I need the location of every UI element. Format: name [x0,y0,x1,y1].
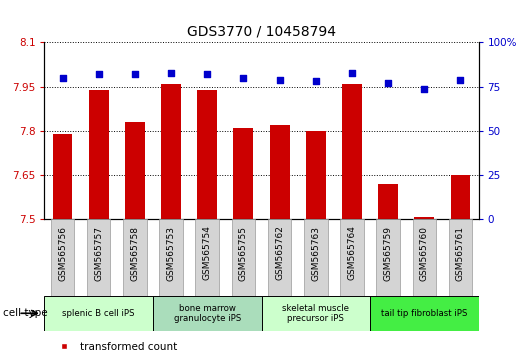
Text: GSM565759: GSM565759 [383,225,393,281]
Bar [304,219,327,296]
Text: GSM565755: GSM565755 [239,225,248,281]
Point [456,77,464,82]
Text: tail tip fibroblast iPS: tail tip fibroblast iPS [381,309,468,318]
Bar [89,90,109,219]
Bar [232,219,255,296]
Text: GSM565758: GSM565758 [130,225,140,281]
Point [167,70,175,75]
Text: GSM565754: GSM565754 [203,225,212,280]
Bar [161,84,181,219]
Point [95,72,103,77]
Legend: transformed count, percentile rank within the sample: transformed count, percentile rank withi… [50,338,260,354]
Bar [160,219,183,296]
Bar [44,296,153,331]
Bar [268,219,291,296]
Text: GSM565763: GSM565763 [311,225,320,281]
Text: GSM565764: GSM565764 [347,225,357,280]
Text: GSM565756: GSM565756 [58,225,67,281]
Bar [342,84,362,219]
Text: cell type: cell type [3,308,47,318]
Text: GSM565757: GSM565757 [94,225,103,281]
Point [59,75,67,81]
Bar [370,296,479,331]
Bar [450,175,470,219]
Text: GSM565761: GSM565761 [456,225,465,281]
Point [131,72,139,77]
Title: GDS3770 / 10458794: GDS3770 / 10458794 [187,24,336,39]
Bar [340,219,363,296]
Point [276,77,284,82]
Text: bone marrow
granulocyte iPS: bone marrow granulocyte iPS [174,304,241,323]
Bar [196,219,219,296]
Point [420,86,428,91]
Bar [51,219,74,296]
Bar [449,219,472,296]
Point [312,79,320,84]
Point [348,70,356,75]
Text: skeletal muscle
precursor iPS: skeletal muscle precursor iPS [282,304,349,323]
Text: GSM565762: GSM565762 [275,225,284,280]
Bar [262,296,370,331]
Bar [233,128,253,219]
Bar [414,217,434,219]
Bar [378,184,398,219]
Text: splenic B cell iPS: splenic B cell iPS [62,309,135,318]
Bar [53,134,73,219]
Bar [377,219,400,296]
Text: GSM565760: GSM565760 [420,225,429,281]
Text: GSM565753: GSM565753 [166,225,176,281]
Bar [197,90,217,219]
Bar [270,125,290,219]
Point [239,75,247,81]
Bar [306,131,326,219]
Point [384,80,392,86]
Bar [413,219,436,296]
Bar [87,219,110,296]
Bar [153,296,262,331]
Bar [123,219,146,296]
Point [203,72,211,77]
Bar [125,122,145,219]
